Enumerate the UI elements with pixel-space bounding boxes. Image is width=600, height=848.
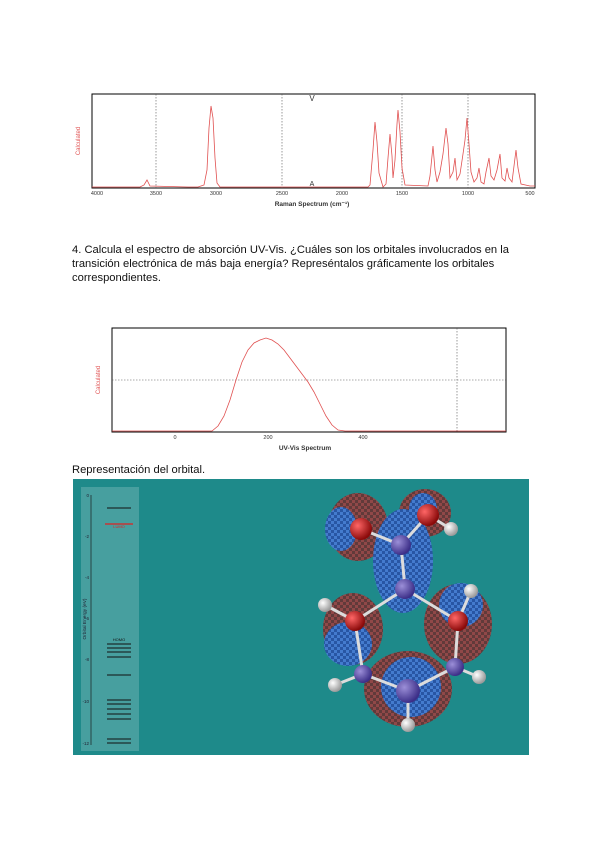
molecule-atoms — [318, 504, 486, 732]
raman-marker-bottom: A — [310, 181, 315, 188]
raman-tick-3500: 3500 — [150, 191, 162, 197]
raman-plot-frame — [91, 93, 536, 189]
uvvis-x-label: UV-Vis Spectrum — [279, 445, 331, 452]
hydrogen-atom — [328, 678, 342, 692]
hydrogen-atom — [444, 522, 458, 536]
raman-marker-top: V — [309, 94, 315, 103]
raman-y-label: Calculated — [76, 127, 82, 155]
raman-tick-1500: 1500 — [396, 191, 408, 197]
energy-tick-10: -10 — [82, 699, 89, 704]
energy-tick-4: -4 — [85, 575, 89, 580]
orbital-levels — [107, 507, 131, 744]
lumo-label: LUMO — [113, 524, 125, 529]
energy-tick-6: -6 — [85, 616, 89, 621]
energy-tick-0: 0 — [86, 493, 89, 498]
orbital-panel: 0 -2 -4 -6 -8 -10 -12 Orbital Energy (eV… — [73, 479, 529, 755]
carbon-atom — [395, 579, 415, 599]
energy-tick-2: -2 — [85, 534, 89, 539]
energy-tick-8: -8 — [85, 657, 89, 662]
hydrogen-atom — [318, 598, 332, 612]
uvvis-x-ticks: 0 200 400 — [173, 435, 367, 441]
uvvis-tick-400: 400 — [358, 435, 367, 441]
question-paragraph: 4. Calcula el espectro de absorción UV-V… — [72, 244, 509, 285]
uvvis-gridlines — [112, 328, 506, 432]
raman-chart: Calculated V A 4000 3500 3000 2500 2000 … — [76, 93, 536, 208]
molecule-orbital-render — [318, 489, 492, 732]
homo-label: HOMO — [113, 637, 125, 642]
uvvis-spectrum-line — [112, 337, 506, 432]
energy-tick-12: -12 — [82, 741, 89, 746]
carbon-atom — [391, 535, 411, 555]
hydrogen-atom — [472, 670, 486, 684]
carbon-atom — [446, 658, 464, 676]
raman-tick-2500: 2500 — [276, 191, 288, 197]
raman-tick-500: 500 — [525, 191, 534, 197]
uvvis-tick-200: 200 — [263, 435, 272, 441]
oxygen-atom — [350, 518, 372, 540]
raman-gridlines — [155, 94, 469, 188]
energy-diagram-background — [81, 487, 139, 751]
raman-spectrum-line — [92, 105, 535, 188]
hydrogen-atom — [401, 718, 415, 732]
energy-diagram: 0 -2 -4 -6 -8 -10 -12 Orbital Energy (eV… — [81, 487, 139, 751]
uvvis-y-label: Calculated — [96, 366, 102, 394]
carbon-atom — [345, 611, 365, 631]
carbon-atom — [448, 611, 468, 631]
raman-x-label: Raman Spectrum (cm⁻¹) — [275, 201, 350, 208]
uvvis-tick-0: 0 — [173, 435, 176, 441]
raman-tick-4000: 4000 — [91, 191, 103, 197]
uvvis-plot-frame — [111, 327, 507, 433]
energy-axis-label: Orbital Energy (eV) — [82, 598, 88, 639]
raman-tick-2000: 2000 — [336, 191, 348, 197]
orbital-lobe-blue — [325, 507, 357, 551]
orbital-lobe-blue — [324, 622, 372, 666]
hydrogen-atom — [464, 584, 478, 598]
carbon-atom — [354, 665, 372, 683]
oxygen-atom — [417, 504, 439, 526]
raman-tick-3000: 3000 — [210, 191, 222, 197]
nitrogen-atom — [396, 679, 420, 703]
energy-y-ticks: 0 -2 -4 -6 -8 -10 -12 — [82, 493, 89, 746]
raman-tick-1000: 1000 — [462, 191, 474, 197]
orbital-caption: Representación del orbital. — [72, 464, 206, 476]
raman-x-ticks: 4000 3500 3000 2500 2000 1500 1000 500 — [91, 191, 535, 197]
uvvis-chart: Calculated 0 200 400 UV-Vis Spectrum — [96, 327, 507, 452]
